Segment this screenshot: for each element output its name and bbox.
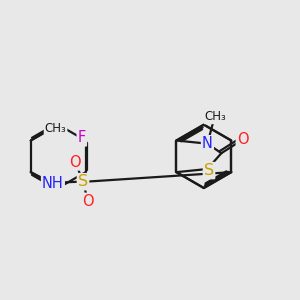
Text: O: O [237,132,248,147]
Text: O: O [82,194,94,209]
Text: N: N [202,136,213,151]
Text: O: O [69,154,81,169]
Text: CH₃: CH₃ [205,110,226,123]
Text: S: S [204,163,214,178]
Text: CH₃: CH₃ [45,122,66,135]
Text: F: F [78,130,86,146]
Text: NH: NH [42,176,64,191]
Text: S: S [78,174,88,189]
